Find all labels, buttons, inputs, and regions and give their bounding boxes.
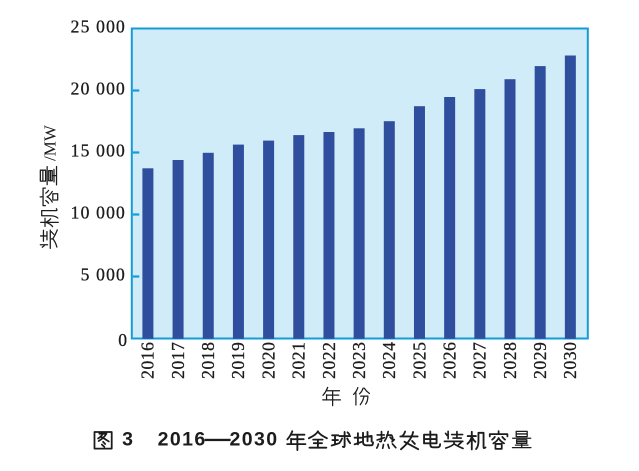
svg-text:10 000: 10 000 [71, 203, 126, 223]
svg-text:20 000: 20 000 [71, 79, 126, 99]
svg-text:2020: 2020 [258, 342, 278, 379]
svg-text:2016: 2016 [158, 429, 207, 451]
svg-text:2023: 2023 [349, 342, 369, 379]
svg-text:2029: 2029 [530, 342, 550, 379]
svg-text:2028: 2028 [500, 342, 520, 379]
svg-text:5 000: 5 000 [81, 265, 126, 285]
svg-text:2019: 2019 [228, 342, 248, 379]
svg-text:2016: 2016 [138, 342, 158, 379]
svg-text:2026: 2026 [439, 342, 459, 379]
svg-text:25 000: 25 000 [71, 17, 126, 37]
svg-text:/MW: /MW [41, 124, 60, 161]
svg-text:2021: 2021 [289, 342, 309, 379]
svg-text:2017: 2017 [168, 342, 188, 379]
svg-text:2030: 2030 [560, 342, 580, 379]
svg-text:2022: 2022 [319, 342, 339, 379]
svg-text:3: 3 [122, 429, 133, 451]
svg-text:2030: 2030 [230, 429, 279, 451]
svg-text:2027: 2027 [470, 342, 490, 379]
svg-text:2025: 2025 [409, 342, 429, 379]
svg-text:2018: 2018 [198, 342, 218, 379]
svg-text:15 000: 15 000 [71, 141, 126, 161]
svg-text:0: 0 [118, 330, 128, 350]
svg-text:2024: 2024 [379, 342, 399, 379]
